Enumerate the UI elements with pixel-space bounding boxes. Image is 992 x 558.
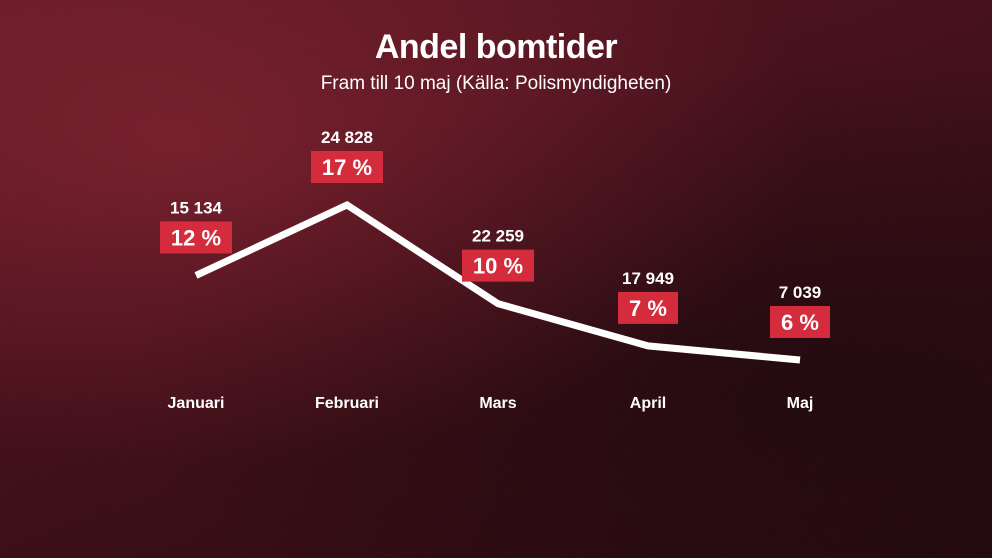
percent-label: 6 %	[781, 310, 819, 335]
series-line	[194, 201, 801, 364]
count-label: 15 134	[170, 198, 223, 217]
percent-label: 7 %	[629, 296, 667, 321]
data-point-april: 7 % 17 949	[618, 269, 678, 324]
percent-label-box	[160, 221, 232, 254]
count-label: 24 828	[321, 128, 373, 147]
percent-label-box	[462, 249, 534, 282]
x-tick-label: Maj	[787, 395, 814, 412]
percent-label: 10 %	[473, 254, 523, 279]
count-label: 22 259	[472, 227, 524, 246]
count-label: 17 949	[622, 269, 674, 288]
data-point-mars: 10 % 22 259	[462, 227, 534, 282]
percent-label-box	[770, 306, 830, 338]
percent-label-box	[311, 151, 383, 183]
percent-label: 12 %	[171, 225, 221, 250]
percent-label: 17 %	[322, 155, 372, 180]
count-label: 7 039	[779, 283, 822, 302]
x-tick-label: Mars	[479, 395, 516, 412]
data-point-maj: 6 % 7 039	[770, 283, 830, 338]
x-tick-label: April	[630, 395, 666, 412]
chart-subtitle: Fram till 10 maj (Källa: Polismyndighete…	[320, 73, 672, 94]
data-point-februari: 17 % 24 828	[311, 128, 383, 183]
chart-title: Andel bomtider	[374, 28, 618, 66]
x-tick-label: Februari	[315, 395, 379, 412]
x-tick-label: Januari	[168, 395, 225, 412]
data-point-januari: 12 % 15 134	[160, 198, 232, 254]
percent-label-box	[618, 291, 678, 324]
